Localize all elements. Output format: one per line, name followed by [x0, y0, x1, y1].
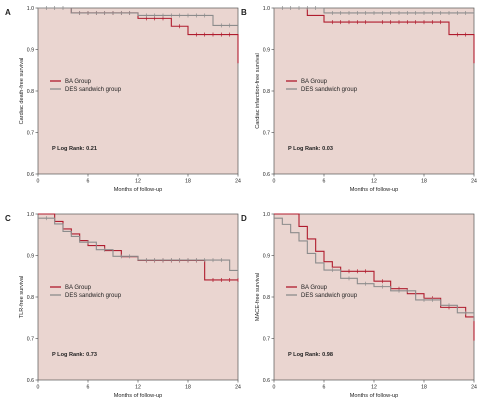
- y-tick-label: 0.9: [27, 47, 34, 53]
- series-line-2: [274, 217, 475, 322]
- legend-label: DES sandwich group: [65, 293, 122, 299]
- y-tick-label: 0.8: [27, 89, 34, 95]
- x-tick-label: 18: [185, 385, 191, 391]
- chart-panel-a: A 0.6 0.7 0.8 0.9 1.0 0 6 12 18 24 Months of follow…: [5, 6, 241, 193]
- p-value-label: P Log Rank: 0.21: [52, 146, 97, 152]
- x-tick-label: 18: [421, 179, 427, 185]
- legend-label: DES sandwich group: [301, 87, 358, 93]
- p-value-label: P Log Rank: 0.03: [288, 146, 333, 152]
- y-tick-label: 0.8: [27, 295, 34, 301]
- x-tick-label: 0: [273, 385, 276, 391]
- chart-panel-d: D 0.6 0.7 0.8 0.9 1.0 0 6 12 18 24 Months of follow…: [241, 212, 477, 399]
- series-line-2: [38, 7, 238, 26]
- y-tick-label: 0.8: [263, 89, 270, 95]
- legend-label: BA Group: [301, 79, 328, 85]
- legend-label: BA Group: [301, 285, 328, 291]
- y-tick-label: 1.0: [263, 212, 270, 218]
- x-tick-label: 24: [471, 179, 477, 185]
- y-tick-label: 0.6: [263, 172, 270, 178]
- x-tick-label: 6: [323, 385, 326, 391]
- legend-label: DES sandwich group: [301, 293, 358, 299]
- legend-label: BA Group: [65, 79, 92, 85]
- x-tick-label: 24: [235, 179, 241, 185]
- chart-panel-c: C 0.6 0.7 0.8 0.9 1.0 0 6 12 18 24 Months of follow…: [5, 212, 241, 399]
- y-tick-label: 0.6: [27, 172, 34, 178]
- x-tick-label: 18: [185, 179, 191, 185]
- x-tick-label: 24: [235, 385, 241, 391]
- x-tick-label: 0: [37, 179, 40, 185]
- y-axis-label: Cardiac infarction-free survival: [255, 53, 261, 129]
- x-tick-label: 18: [421, 385, 427, 391]
- y-tick-label: 0.9: [263, 253, 270, 259]
- panel-letter: D: [241, 214, 247, 223]
- x-tick-label: 12: [371, 385, 377, 391]
- y-tick-label: 0.8: [263, 295, 270, 301]
- x-tick-label: 12: [135, 179, 141, 185]
- panel-letter: C: [5, 214, 11, 223]
- y-axis-label: TLR-free survival: [19, 276, 25, 319]
- plot-area: [37, 213, 239, 381]
- panel-letter: A: [5, 8, 11, 17]
- y-tick-label: 0.7: [27, 130, 34, 136]
- y-tick-label: 0.9: [27, 253, 34, 259]
- y-tick-label: 0.7: [27, 336, 34, 342]
- y-tick-label: 0.6: [263, 378, 270, 384]
- y-tick-label: 0.7: [263, 130, 270, 136]
- y-axis-label: MACE-free survival: [255, 273, 261, 321]
- x-axis-label: Months of follow-up: [350, 187, 399, 193]
- x-tick-label: 12: [135, 385, 141, 391]
- x-axis-label: Months of follow-up: [114, 393, 163, 399]
- x-tick-label: 6: [323, 179, 326, 185]
- x-tick-label: 0: [273, 179, 276, 185]
- chart-panel-b: B 0.6 0.7 0.8 0.9 1.0 0 6 12 18 24 Months of follow…: [241, 6, 477, 193]
- y-axis-label: Cardiac death-free survival: [19, 58, 25, 125]
- y-tick-label: 1.0: [27, 212, 34, 218]
- panel-letter: B: [241, 8, 247, 17]
- legend-label: BA Group: [65, 285, 92, 291]
- x-axis-label: Months of follow-up: [114, 187, 163, 193]
- y-tick-label: 1.0: [27, 6, 34, 12]
- y-tick-label: 0.9: [263, 47, 270, 53]
- x-tick-label: 12: [371, 179, 377, 185]
- x-tick-label: 24: [471, 385, 477, 391]
- x-axis-label: Months of follow-up: [350, 393, 399, 399]
- legend-label: DES sandwich group: [65, 87, 122, 93]
- p-value-label: P Log Rank: 0.73: [52, 352, 97, 358]
- y-tick-label: 1.0: [263, 6, 270, 12]
- x-tick-label: 6: [87, 179, 90, 185]
- plot-area: [273, 7, 475, 175]
- x-tick-label: 6: [87, 385, 90, 391]
- y-tick-label: 0.7: [263, 336, 270, 342]
- x-tick-label: 0: [37, 385, 40, 391]
- p-value-label: P Log Rank: 0.98: [288, 352, 333, 358]
- y-tick-label: 0.6: [27, 378, 34, 384]
